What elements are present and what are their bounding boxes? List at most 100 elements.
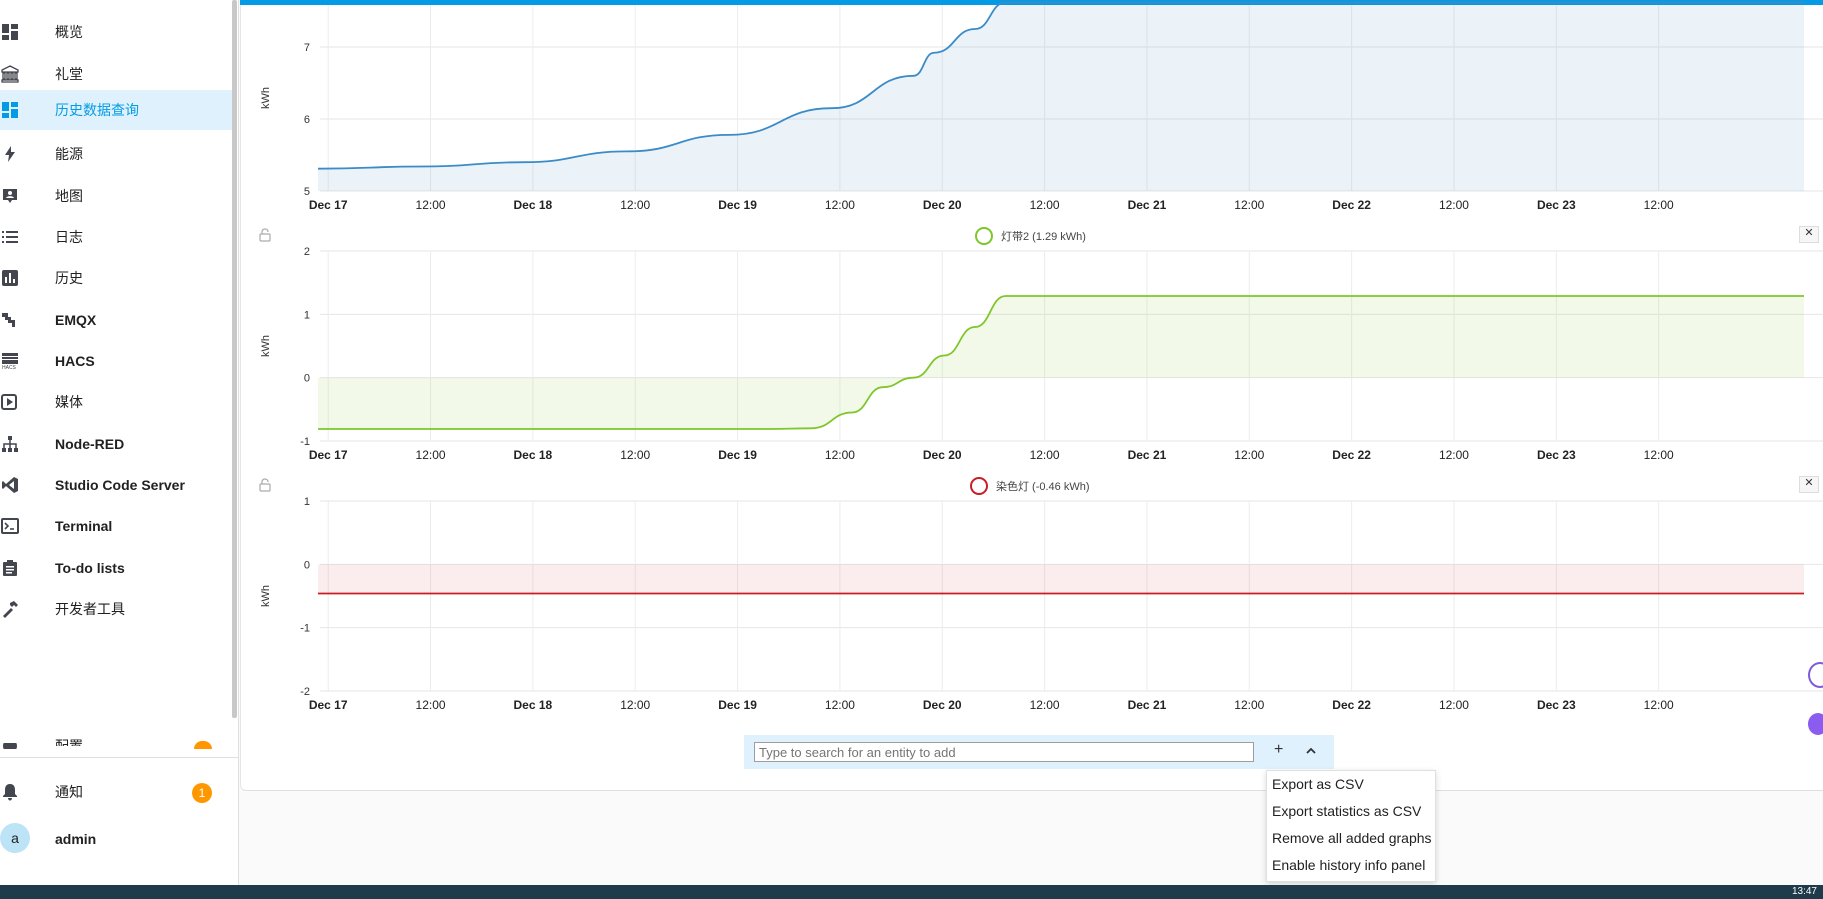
remove-graph-button[interactable]: ✕: [1799, 226, 1819, 243]
bank-icon: [0, 65, 20, 83]
sidebar-item-label: 礼堂: [55, 66, 83, 82]
x-tick-label: 12:00: [416, 198, 446, 212]
y-tick-label: 7: [304, 42, 310, 54]
sidebar-item-label: Studio Code Server: [55, 477, 185, 493]
x-tick-label: Dec 23: [1537, 698, 1576, 712]
x-tick-label: Dec 23: [1537, 198, 1576, 212]
remove-graph-button[interactable]: ✕: [1799, 476, 1819, 493]
entity-search-input[interactable]: [754, 742, 1254, 762]
y-tick-label: -2: [300, 686, 310, 698]
sidebar-item-6[interactable]: 日志: [0, 217, 232, 257]
sidebar-item-12[interactable]: Studio Code Server: [0, 465, 232, 505]
cog-icon: [0, 743, 20, 749]
sidebar-scrollbar[interactable]: [232, 0, 237, 718]
x-tick-label: Dec 18: [514, 198, 553, 212]
x-tick-label: Dec 17: [309, 698, 348, 712]
sidebar-item-label: 通知: [55, 784, 83, 800]
clipboard-list-icon: [0, 559, 20, 577]
x-tick-label: 12:00: [1439, 198, 1469, 212]
sidebar-item-label: 概览: [55, 24, 83, 40]
floating-assistant-icon[interactable]: [1808, 713, 1823, 735]
x-tick-label: Dec 19: [718, 198, 757, 212]
legend-label: 灯带2 (1.29 kWh): [1001, 231, 1086, 243]
y-tick-label: 1: [304, 496, 310, 508]
x-tick-label: 12:00: [620, 698, 650, 712]
x-tick-label: 12:00: [1644, 698, 1674, 712]
x-tick-label: 12:00: [1234, 698, 1264, 712]
os-taskbar: 13:47: [0, 885, 1823, 899]
x-tick-label: 12:00: [620, 198, 650, 212]
sidebar-item-config-partial[interactable]: 配置: [0, 728, 232, 768]
series-area: [318, 2, 1804, 191]
x-tick-label: 12:00: [1234, 198, 1264, 212]
vscode-icon: [0, 476, 20, 494]
sidebar-item-label: 媒体: [55, 394, 83, 410]
chart-box-icon: [0, 269, 20, 287]
legend-marker: [975, 227, 993, 245]
floating-tool-icon[interactable]: [1808, 662, 1823, 688]
plugin-icon: [0, 311, 20, 329]
sidebar-item-label: 历史数据查询: [55, 102, 139, 118]
series-area: [318, 295, 1804, 429]
sidebar-item-8[interactable]: EMQX: [0, 300, 232, 340]
sidebar-item-5[interactable]: 地图: [0, 176, 232, 216]
y-tick-label: -1: [300, 623, 310, 635]
enable-history-info-panel-menu-item[interactable]: Enable history info panel: [1272, 857, 1426, 873]
sidebar-item-9[interactable]: HACS HACS: [0, 341, 232, 381]
remove-all-graphs-menu-item[interactable]: Remove all added graphs: [1272, 830, 1432, 846]
x-tick-label: 12:00: [416, 448, 446, 462]
y-axis-label: kWh: [260, 335, 272, 357]
chevron-up-icon[interactable]: [1304, 744, 1318, 758]
x-tick-label: Dec 22: [1332, 448, 1371, 462]
sidebar-item-10[interactable]: 媒体: [0, 382, 232, 422]
history-panel: [240, 0, 1823, 791]
x-tick-label: 12:00: [1030, 448, 1060, 462]
sidebar-item-2[interactable]: 礼堂: [0, 54, 232, 94]
dashboard-icon: [0, 101, 20, 119]
series-area: [318, 564, 1804, 594]
bell-icon: [0, 783, 20, 801]
sidebar-item-13[interactable]: Terminal: [0, 506, 232, 546]
sidebar-item-label: Terminal: [55, 518, 113, 534]
series-line: [317, 1, 1804, 170]
export-csv-menu-item[interactable]: Export as CSV: [1272, 776, 1364, 792]
sidebar-item-3[interactable]: 历史数据查询: [0, 90, 232, 130]
x-tick-label: 12:00: [1439, 698, 1469, 712]
y-axis-label: kWh: [260, 87, 272, 109]
y-tick-label: 0: [304, 373, 310, 385]
sidebar-item-4[interactable]: 能源: [0, 134, 232, 174]
lightning-icon: [0, 145, 20, 163]
lock-icon[interactable]: [259, 478, 271, 492]
x-tick-label: 12:00: [1030, 698, 1060, 712]
sidebar-item-notifications[interactable]: 通知: [0, 772, 232, 812]
x-tick-label: 12:00: [825, 198, 855, 212]
x-tick-label: Dec 23: [1537, 448, 1576, 462]
sidebar-item-14[interactable]: To-do lists: [0, 548, 232, 588]
avatar[interactable]: a: [0, 823, 30, 853]
sidebar-item-7[interactable]: 历史: [0, 258, 232, 298]
sidebar-item-1[interactable]: 概览: [0, 12, 232, 52]
sidebar-item-15[interactable]: 开发者工具: [0, 589, 232, 629]
x-tick-label: 12:00: [1644, 198, 1674, 212]
hacs-icon: HACS: [0, 352, 20, 370]
x-tick-label: Dec 19: [718, 448, 757, 462]
sidebar: 概览礼堂历史数据查询能源 地图 日志 历史 EMQX HACS HACS 媒体 Node-RED…: [0, 0, 239, 885]
x-tick-label: Dec 18: [514, 448, 553, 462]
y-tick-label: 1: [304, 309, 310, 321]
console-icon: [0, 517, 20, 535]
config-badge: [194, 741, 212, 749]
export-statistics-csv-menu-item[interactable]: Export statistics as CSV: [1272, 803, 1422, 819]
add-entity-button[interactable]: +: [1274, 741, 1284, 758]
x-tick-label: Dec 21: [1128, 198, 1167, 212]
legend-entry[interactable]: 染色灯 (-0.46 kWh): [970, 477, 1090, 495]
y-axis-label: kWh: [260, 585, 272, 607]
list-icon: [0, 228, 20, 246]
sidebar-item-user[interactable]: admin: [0, 819, 232, 859]
lock-icon[interactable]: [259, 228, 271, 242]
entity-search-bar: +: [744, 735, 1334, 769]
sidebar-item-label: EMQX: [55, 312, 97, 328]
x-tick-label: Dec 21: [1128, 448, 1167, 462]
legend-label: 染色灯 (-0.46 kWh): [996, 481, 1090, 493]
sidebar-item-11[interactable]: Node-RED: [0, 424, 232, 464]
legend-entry[interactable]: 灯带2 (1.29 kWh): [975, 227, 1086, 245]
